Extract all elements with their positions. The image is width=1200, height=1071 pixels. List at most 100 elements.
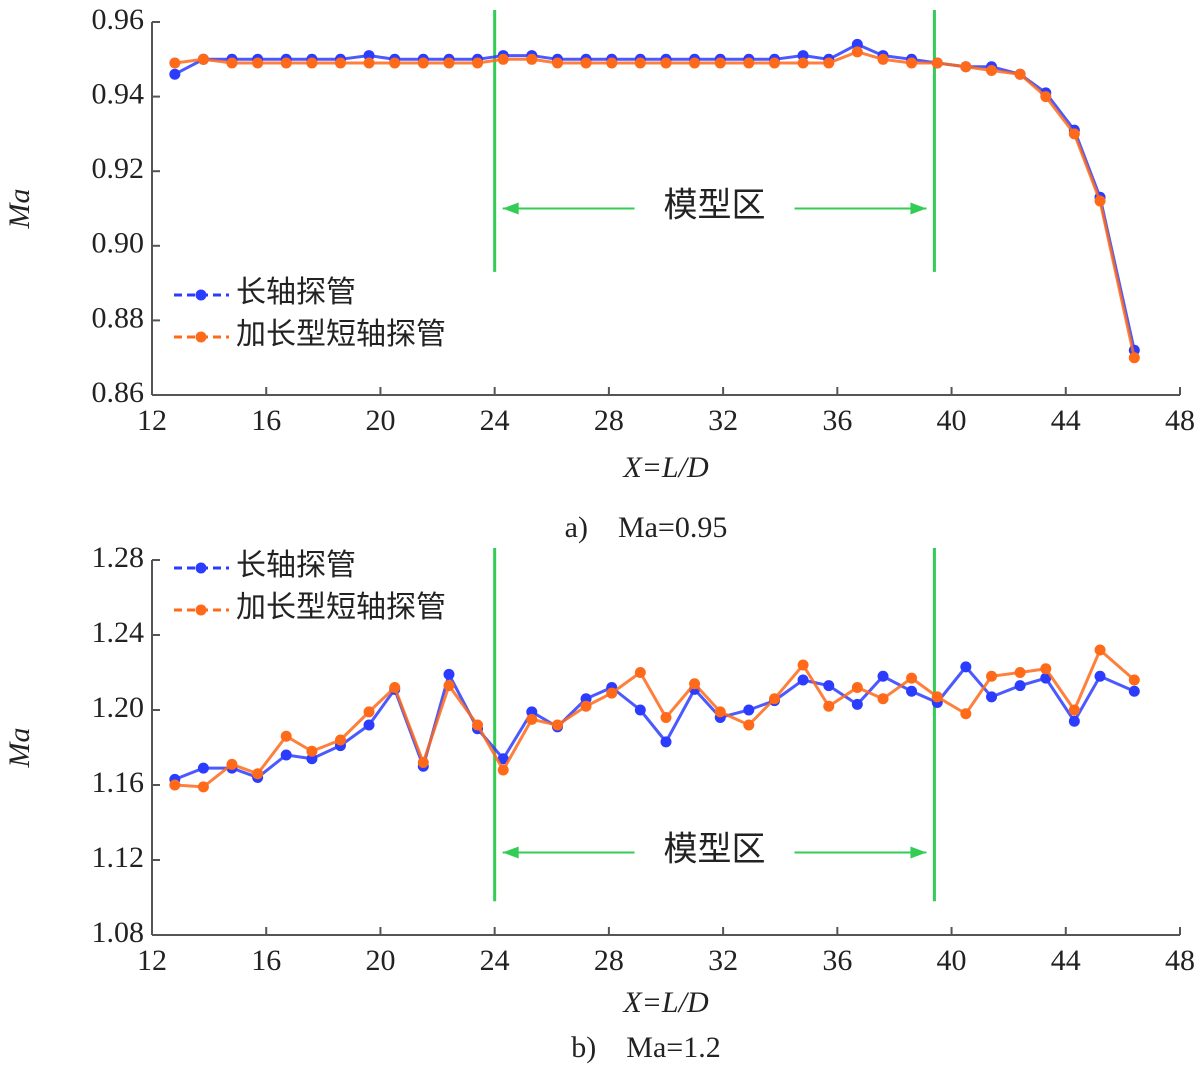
x-tick-label: 24	[480, 944, 510, 977]
data-point	[334, 57, 346, 69]
legend-label: 加长型短轴探管	[236, 591, 446, 624]
data-point	[634, 704, 646, 716]
x-tick-label: 44	[1051, 944, 1081, 977]
data-point	[660, 736, 672, 748]
data-point	[1040, 672, 1052, 684]
data-point	[960, 708, 972, 720]
data-point	[931, 691, 943, 703]
data-point	[1040, 663, 1052, 675]
y-tick-label: 0.86	[92, 376, 145, 409]
caption: b) Ma=1.2	[571, 1031, 720, 1064]
y-tick-label: 0.88	[92, 301, 145, 334]
x-tick-label: 20	[365, 944, 395, 977]
y-tick-label: 1.24	[92, 616, 145, 649]
legend-label: 长轴探管	[236, 549, 356, 582]
data-point	[714, 706, 726, 718]
caption: a) Ma=0.95	[565, 511, 728, 544]
data-point	[280, 730, 292, 742]
data-point	[443, 668, 455, 680]
data-point	[823, 680, 835, 692]
data-point	[1014, 68, 1026, 80]
y-tick-label: 0.92	[92, 152, 145, 185]
x-tick-label: 28	[594, 944, 624, 977]
data-point	[743, 57, 755, 69]
data-point	[931, 57, 943, 69]
data-point	[986, 670, 998, 682]
x-tick-label: 40	[937, 944, 967, 977]
y-tick-label: 1.08	[92, 916, 145, 949]
series-line	[174, 664, 1135, 781]
data-point	[197, 762, 209, 774]
x-tick-label: 32	[708, 404, 738, 437]
data-point	[986, 691, 998, 703]
data-point	[689, 678, 701, 690]
x-tick-label: 16	[251, 944, 281, 977]
x-tick-label: 36	[822, 404, 852, 437]
legend-marker	[195, 562, 207, 574]
data-point	[526, 713, 538, 725]
data-point	[1068, 128, 1080, 140]
data-point	[634, 667, 646, 678]
x-tick-label: 40	[937, 404, 967, 437]
data-point	[1068, 704, 1080, 716]
data-point	[472, 57, 484, 69]
data-point	[851, 46, 863, 58]
data-point	[769, 693, 781, 705]
data-point	[389, 682, 401, 693]
data-point	[606, 57, 618, 69]
data-point	[743, 719, 755, 731]
data-point	[769, 57, 781, 69]
data-point	[1014, 667, 1026, 678]
data-point	[226, 758, 238, 770]
data-point	[363, 706, 375, 718]
data-point	[497, 764, 509, 776]
x-tick-label: 20	[365, 404, 395, 437]
data-point	[497, 753, 509, 765]
arrow-head	[910, 846, 927, 859]
x-tick-label: 24	[480, 404, 510, 437]
series-line	[174, 647, 1136, 789]
arrow-head	[502, 202, 519, 215]
data-point	[1094, 670, 1106, 682]
y-axis-label: Ma	[3, 189, 36, 230]
data-point	[606, 687, 618, 699]
data-point	[197, 53, 209, 65]
data-point	[443, 57, 455, 69]
x-tick-label: 48	[1165, 404, 1195, 437]
data-point	[280, 749, 292, 761]
arrow-head	[910, 202, 927, 215]
y-tick-label: 1.20	[92, 691, 145, 724]
data-point	[443, 680, 455, 692]
data-point	[363, 719, 375, 731]
data-point	[1128, 674, 1140, 686]
data-point	[580, 57, 592, 69]
data-point	[1068, 715, 1080, 727]
data-point	[226, 57, 238, 69]
data-point	[169, 68, 181, 80]
data-point	[417, 57, 429, 69]
data-point	[334, 734, 346, 746]
legend-label: 加长型短轴探管	[236, 318, 446, 351]
data-point	[797, 659, 809, 671]
x-tick-label: 12	[137, 944, 167, 977]
y-tick-label: 1.16	[92, 766, 145, 799]
data-point	[906, 685, 918, 697]
data-point	[877, 693, 889, 705]
x-axis-label: X=L/D	[622, 451, 709, 484]
legend-marker	[195, 289, 207, 301]
plot: 模型区 0.86 0.88 0.90 0.92 0.94 0.96 12 16 20 24 28 32 3…	[3, 3, 1195, 544]
region-label: 模型区	[664, 186, 766, 224]
x-tick-label: 16	[251, 404, 281, 437]
data-point	[851, 698, 863, 710]
legend-marker	[195, 604, 207, 616]
data-point	[714, 57, 726, 69]
data-point	[906, 57, 918, 69]
plot: 模型区 1.08 1.12 1.16 1.20 1.24 1.28 12 16 20 24 28 32 3…	[3, 541, 1195, 1064]
region-label: 模型区	[664, 830, 766, 868]
data-point	[986, 64, 998, 76]
y-tick-label: 1.12	[92, 841, 145, 874]
data-point	[689, 57, 701, 69]
data-point	[743, 704, 755, 716]
data-point	[497, 53, 509, 65]
